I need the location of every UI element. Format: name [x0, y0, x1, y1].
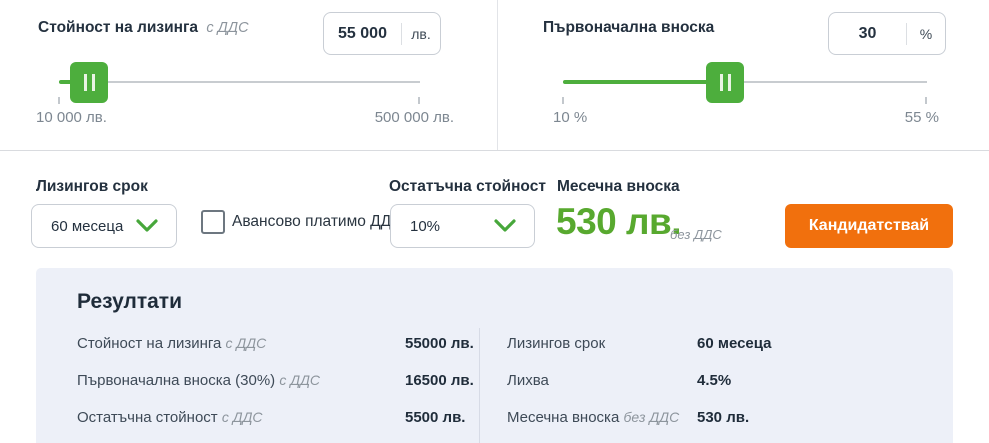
lease-value-label: Стойност на лизинга с ДДС — [38, 19, 249, 37]
monthly-payment-value: 530 лв. — [556, 201, 682, 242]
residual-value-label: Остатъчна стойност — [389, 178, 546, 195]
down-payment-label-text: Първоначална вноска — [543, 19, 715, 36]
results-column-divider — [479, 328, 480, 443]
down-payment-range-min: 10 % — [553, 109, 588, 126]
down-payment-input[interactable]: 30 % — [828, 12, 946, 55]
slider-grip-icon — [719, 74, 731, 91]
slider-grip-icon — [83, 74, 95, 91]
slider-tick-min — [58, 97, 60, 104]
down-payment-slider-fill — [563, 80, 725, 84]
apply-button[interactable]: Кандидатствай — [785, 204, 953, 248]
residual-value-dropdown[interactable]: 10% — [390, 204, 535, 248]
chevron-down-icon — [136, 219, 158, 232]
results-title: Резултати — [77, 290, 182, 313]
result-row-value: 5500 лв. — [405, 409, 466, 426]
lease-value-range-max: 500 000 лв. — [374, 109, 454, 126]
slider-section: Стойност на лизинга с ДДС 55 000 лв. 10 … — [0, 0, 989, 151]
down-payment-slider-track[interactable] — [563, 81, 927, 83]
chevron-down-icon — [494, 219, 516, 232]
monthly-payment-suffix: без ДДС — [670, 227, 722, 242]
result-row-value: 55000 лв. — [405, 335, 474, 352]
lease-value-slider-track[interactable] — [59, 81, 420, 83]
lease-value-label-vat: с ДДС — [206, 20, 249, 36]
residual-value-selected: 10% — [410, 217, 441, 235]
result-row-label: Остатъчна стойност с ДДС — [77, 409, 263, 426]
down-payment-input-value[interactable]: 30 — [858, 24, 877, 42]
result-row-label: Стойност на лизинга с ДДС — [77, 335, 267, 352]
vat-checkbox[interactable] — [201, 210, 225, 234]
down-payment-range-max: 55 % — [904, 109, 939, 126]
result-row-value: 16500 лв. — [405, 372, 474, 389]
input-divider — [906, 22, 907, 45]
lease-term-label: Лизингов срок — [36, 178, 148, 195]
result-row-label: Лихва — [507, 372, 549, 389]
lease-value-slider-handle[interactable] — [70, 62, 108, 103]
down-payment-block: Първоначална вноска 30 % 10 % 55 % — [498, 0, 989, 150]
down-payment-input-unit: % — [919, 25, 933, 42]
down-payment-slider-handle[interactable] — [706, 62, 744, 103]
monthly-payment-label: Месечна вноска — [557, 178, 680, 195]
lease-value-block: Стойност на лизинга с ДДС 55 000 лв. 10 … — [0, 0, 498, 150]
vat-checkbox-label[interactable]: Авансово платимо ДДС — [232, 213, 403, 230]
lease-term-selected: 60 месеца — [51, 217, 124, 235]
lease-value-label-text: Стойност на лизинга — [38, 19, 199, 36]
slider-tick-max — [418, 97, 420, 104]
input-divider — [401, 22, 402, 45]
lease-value-input-unit: лв. — [411, 25, 431, 42]
result-row-label: Лизингов срок — [507, 335, 606, 352]
slider-tick-min — [562, 97, 564, 104]
result-row-label: Месечна вноска без ДДС — [507, 409, 680, 426]
result-row-value: 530 лв. — [697, 409, 750, 426]
result-row-value: 60 месеца — [697, 335, 772, 352]
lease-value-range-min: 10 000 лв. — [36, 109, 107, 126]
lease-value-input-value[interactable]: 55 000 — [338, 24, 387, 42]
lease-value-input[interactable]: 55 000 лв. — [323, 12, 441, 55]
result-row-value: 4.5% — [697, 372, 732, 389]
result-row-label: Първоначална вноска (30%) с ДДС — [77, 372, 321, 389]
lease-term-dropdown[interactable]: 60 месеца — [31, 204, 177, 248]
down-payment-label: Първоначална вноска — [543, 19, 714, 37]
results-panel: Резултати Стойност на лизинга с ДДС 5500… — [36, 268, 953, 443]
slider-tick-max — [925, 97, 927, 104]
